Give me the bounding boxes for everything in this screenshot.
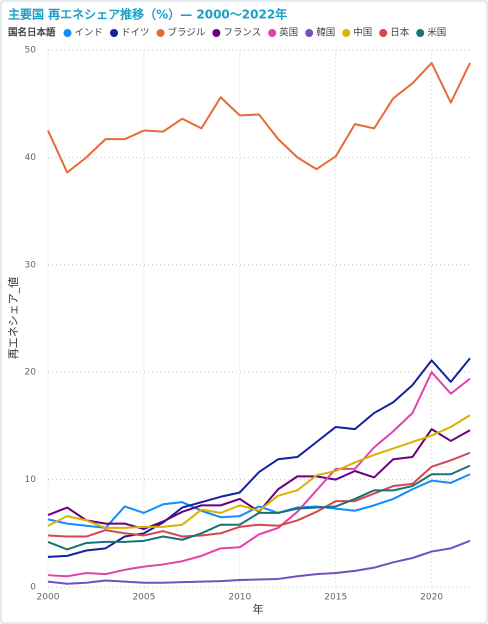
y-tick-label: 30 (25, 260, 37, 270)
series-line (47, 357, 471, 558)
legend-title: 国名日本語 (8, 27, 56, 39)
chart-title: 主要国 再エネシェア推移（%）— 2000〜2022年 (8, 7, 287, 22)
y-tick-label: 0 (30, 583, 36, 593)
series-line (47, 371, 471, 578)
legend-marker (268, 29, 277, 37)
series-line (47, 414, 471, 529)
legend-label: フランス (223, 28, 261, 39)
y-tick-label: 20 (25, 368, 37, 378)
legend-label: ブラジル (168, 27, 206, 39)
legend-marker (305, 29, 314, 37)
y-tick-label: 10 (25, 475, 37, 485)
legend-label: 中国 (353, 27, 372, 39)
x-tick-label: 2005 (132, 593, 155, 603)
legend-label: ドイツ (121, 28, 150, 39)
y-tick-label: 40 (25, 153, 37, 163)
y-axis-label: 再エネシェア_値 (7, 277, 20, 360)
series-line (47, 464, 471, 551)
x-axis-label: 年 (253, 602, 264, 616)
x-tick-label: 2000 (37, 593, 60, 603)
series-line (47, 451, 471, 538)
legend-label: インド (75, 28, 104, 39)
legend-marker (379, 29, 388, 37)
series-line (47, 61, 471, 174)
legend-label: 日本 (390, 27, 410, 39)
legend-marker (212, 29, 221, 37)
series-line (47, 473, 471, 529)
legend-marker (342, 29, 351, 37)
legend-label: 米国 (427, 27, 446, 39)
series-line (47, 428, 471, 531)
series-line (47, 539, 471, 585)
x-tick-label: 2015 (324, 593, 347, 603)
legend-marker (63, 29, 72, 37)
legend-label: 英国 (279, 27, 298, 39)
legend-marker (110, 29, 119, 37)
legend-marker (156, 29, 165, 37)
legend-label: 韓国 (316, 28, 335, 39)
legend-marker (416, 29, 425, 37)
x-tick-label: 2020 (420, 593, 443, 603)
x-tick-label: 2010 (228, 593, 251, 603)
y-tick-label: 50 (25, 46, 37, 56)
